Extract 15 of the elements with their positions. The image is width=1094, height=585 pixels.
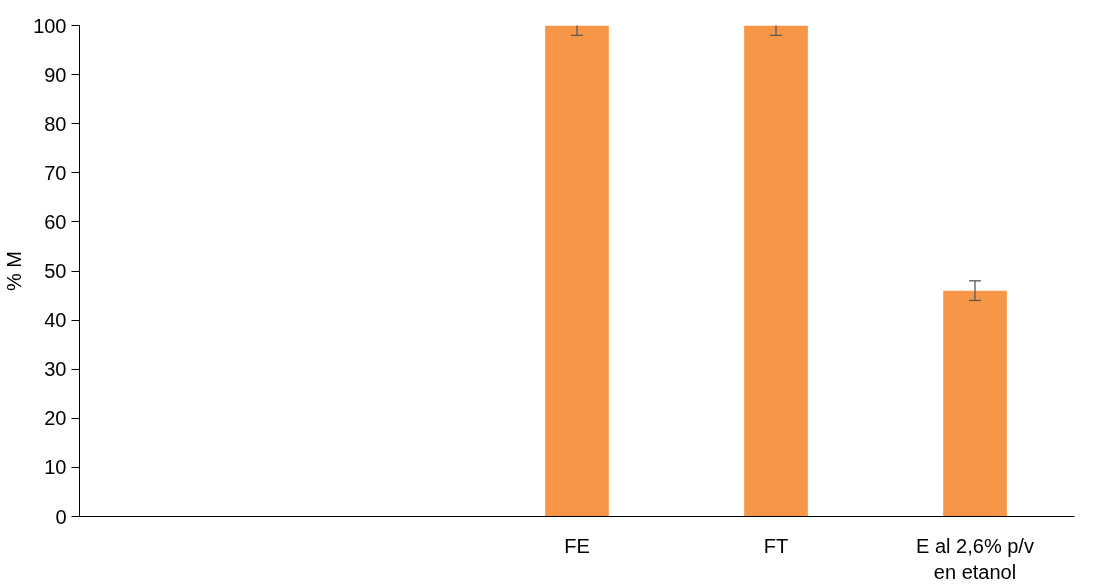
y-tick-label: 20 xyxy=(44,407,67,430)
y-tick-label: 40 xyxy=(44,309,67,332)
y-tick-label: 90 xyxy=(44,63,67,86)
y-tick-label: 0 xyxy=(55,505,67,528)
y-tick-label: 30 xyxy=(44,358,67,381)
y-tick-label: 10 xyxy=(44,456,67,479)
y-tick-label: 50 xyxy=(44,260,67,282)
y-tick-label: 80 xyxy=(44,112,67,135)
y-tick-label: 70 xyxy=(44,161,67,184)
y-tick-label: 60 xyxy=(44,210,67,233)
x-tick-label: E al 2,6% p/v en etanol xyxy=(916,534,1034,583)
x-tick-label: FT xyxy=(763,534,789,557)
y-axis-title: % M xyxy=(3,251,26,291)
x-tick-label: FE xyxy=(564,534,590,557)
y-tick-label: 100 xyxy=(33,14,67,37)
